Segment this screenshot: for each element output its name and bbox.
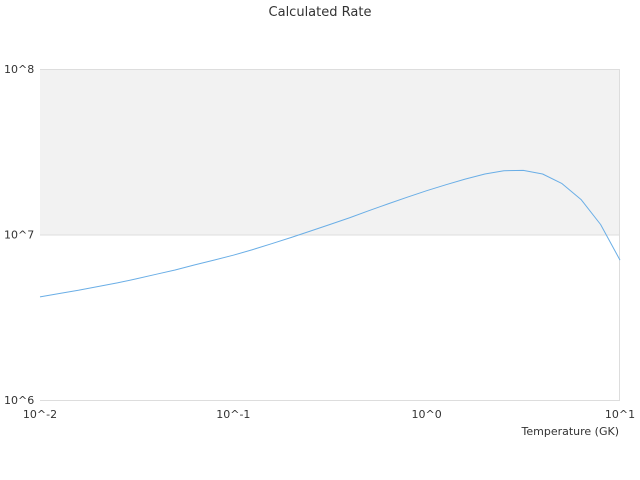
y-tick-label: 10^7 [4,229,34,242]
y-tick-label: 10^6 [4,394,34,407]
x-tick-label: 10^0 [412,408,442,421]
x-tick-label: 10^-2 [23,408,57,421]
series-line [39,169,621,298]
y-tick-label: 10^8 [4,63,34,76]
tick-labels: 10^6 10^7 10^8 10^-2 10^-1 10^0 10^1 [4,63,635,421]
x-tick-label: 10^-1 [216,408,250,421]
shaded-band [40,69,620,235]
x-tick-label: 10^1 [605,408,635,421]
chart-title: Calculated Rate [269,5,372,20]
series-group [39,169,621,298]
gridlines [40,69,620,401]
x-axis-title: Temperature (GK) [521,425,620,438]
